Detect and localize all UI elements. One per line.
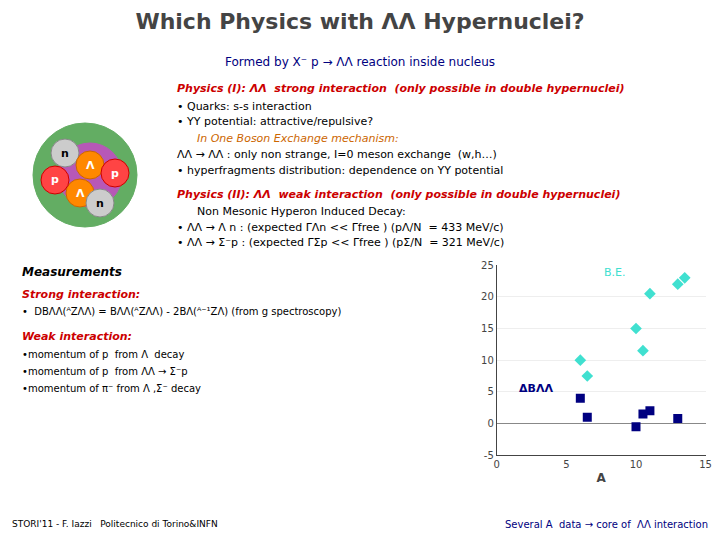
- svg-text:0: 0: [494, 459, 500, 470]
- svg-text:15: 15: [481, 323, 494, 334]
- svg-text:B.E.: B.E.: [604, 266, 626, 279]
- svg-text:• ΛΛ → Σ⁻p : (expected ΓΣp <<: • ΛΛ → Σ⁻p : (expected ΓΣp << Γfree ) (p…: [177, 236, 504, 249]
- svg-text:p: p: [51, 173, 59, 186]
- svg-text:5: 5: [487, 386, 493, 397]
- svg-text:•momentum of p from Λ decay: •momentum of p from Λ decay: [22, 349, 184, 360]
- svg-text:•momentum of π⁻ from Λ ,Σ⁻ dec: •momentum of π⁻ from Λ ,Σ⁻ decay: [22, 383, 201, 394]
- svg-text:Λ: Λ: [86, 159, 95, 172]
- svg-text:Physics (I): ΛΛ strong intera: Physics (I): ΛΛ strong interaction (only…: [177, 82, 624, 95]
- svg-text:20: 20: [481, 291, 494, 302]
- svg-text:Measurements: Measurements: [22, 265, 122, 279]
- svg-text:• Quarks: s-s interaction: • Quarks: s-s interaction: [177, 100, 312, 113]
- svg-text:ΛΛ → ΛΛ : only non strange, I=: ΛΛ → ΛΛ : only non strange, I=0 meson ex…: [177, 148, 497, 161]
- svg-text:Which Physics with ΛΛ Hypernuc: Which Physics with ΛΛ Hypernuclei?: [135, 9, 584, 34]
- svg-text:n: n: [96, 197, 104, 210]
- svg-text:0: 0: [487, 418, 493, 429]
- svg-text:A: A: [597, 471, 607, 485]
- svg-text:5: 5: [563, 459, 569, 470]
- svg-text:10: 10: [630, 459, 643, 470]
- svg-text:Physics (II): ΛΛ weak interac: Physics (II): ΛΛ weak interaction (only …: [177, 188, 620, 201]
- svg-text:•momentum of p from ΛΛ → Σ⁻p: •momentum of p from ΛΛ → Σ⁻p: [22, 366, 188, 377]
- svg-text:• hyperfragments distribution:: • hyperfragments distribution: dependenc…: [177, 164, 503, 177]
- svg-text:In One Boson Exchange mechanis: In One Boson Exchange mechanism:: [197, 132, 399, 145]
- svg-text:Non Mesonic Hyperon Induced De: Non Mesonic Hyperon Induced Decay:: [197, 205, 406, 218]
- svg-text:Strong interaction:: Strong interaction:: [22, 288, 140, 301]
- svg-text:-5: -5: [484, 450, 494, 461]
- svg-text:Weak interaction:: Weak interaction:: [22, 330, 132, 343]
- svg-text:15: 15: [699, 459, 712, 470]
- svg-text:ΔBΛΛ: ΔBΛΛ: [519, 382, 553, 395]
- svg-text:p: p: [111, 167, 119, 180]
- svg-text:• YY potential: attractive/rep: • YY potential: attractive/repulsive?: [177, 115, 373, 128]
- svg-text:Formed by X⁻ p → ΛΛ reaction i: Formed by X⁻ p → ΛΛ reaction inside nucl…: [225, 55, 495, 69]
- svg-text:Λ: Λ: [76, 187, 85, 200]
- svg-text:Several A data → core of ΛΛ: Several A data → core of ΛΛ interaction: [505, 519, 708, 530]
- svg-text:10: 10: [481, 355, 494, 366]
- svg-text:• DBΛΛ(ᴬZΛΛ) = BΛΛ(ᴬZΛΛ) - 2B: • DBΛΛ(ᴬZΛΛ) = BΛΛ(ᴬZΛΛ) - 2BΛ(ᴬ⁻¹ZΛ) (f…: [22, 306, 341, 317]
- svg-text:n: n: [61, 147, 69, 160]
- svg-text:• ΛΛ → Λ n : (expected ΓΛn <<: • ΛΛ → Λ n : (expected ΓΛn << Γfree ) (p…: [177, 221, 504, 234]
- svg-text:STORI'11 - F. Iazzi Politecn: STORI'11 - F. Iazzi Politecnico di Torin…: [12, 519, 218, 529]
- svg-text:25: 25: [481, 260, 494, 271]
